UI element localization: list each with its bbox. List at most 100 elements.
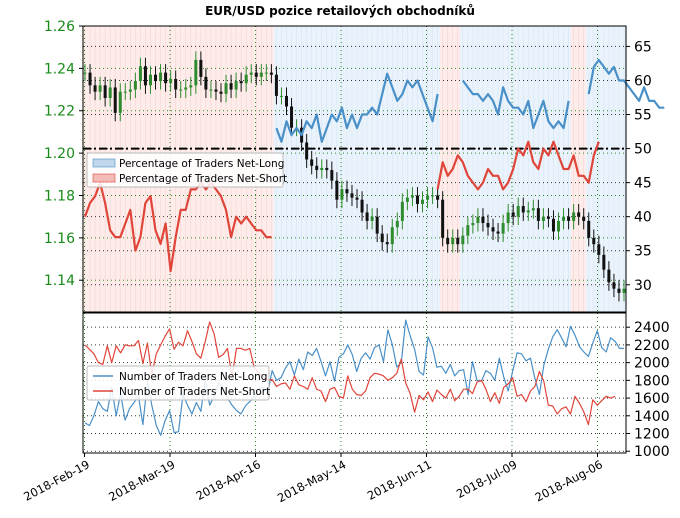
candle-body bbox=[340, 189, 344, 200]
candle-body bbox=[612, 282, 616, 289]
date-label: 2018-Mar-19 bbox=[106, 457, 177, 504]
candle-body bbox=[511, 212, 515, 217]
candle-body bbox=[426, 195, 430, 200]
candle-body bbox=[98, 85, 102, 92]
legend-swatch bbox=[92, 158, 116, 168]
candle-body bbox=[521, 206, 525, 213]
candle-body bbox=[355, 197, 359, 200]
right-axis-label: 45 bbox=[634, 176, 652, 192]
candle-body bbox=[310, 159, 314, 166]
bottom-legend: Number of Traders Net-Long Number of Trad… bbox=[86, 365, 270, 401]
candle-body bbox=[103, 85, 107, 99]
candle-body bbox=[209, 89, 213, 91]
candle-body bbox=[254, 72, 258, 77]
candle-body bbox=[380, 233, 384, 243]
net-short-count-series-line bbox=[84, 321, 616, 426]
candle-body bbox=[290, 106, 294, 128]
candle-body bbox=[395, 220, 399, 228]
candle-body bbox=[108, 87, 112, 99]
candle-body bbox=[335, 180, 339, 200]
left-axis-label: 1.24 bbox=[44, 61, 75, 77]
candle-body bbox=[320, 167, 324, 171]
candle-body bbox=[572, 212, 576, 221]
right-axis-label: 35 bbox=[634, 244, 652, 260]
candle-body bbox=[461, 235, 465, 245]
left-axis-label: 1.26 bbox=[44, 19, 75, 35]
count-axis-label: 1200 bbox=[634, 427, 670, 443]
left-axis-label: 1.18 bbox=[44, 188, 75, 204]
candle-body bbox=[325, 167, 329, 171]
legend-label: Percentage of Traders Net-Short bbox=[119, 173, 287, 185]
candle-body bbox=[431, 195, 435, 197]
candle-body bbox=[415, 195, 419, 204]
candle-body bbox=[476, 216, 480, 224]
count-axis-label: 1000 bbox=[634, 444, 670, 460]
right-axis-label: 60 bbox=[634, 73, 652, 89]
date-label: 2018-Feb-19 bbox=[21, 457, 92, 503]
candle-body bbox=[279, 95, 283, 97]
right-axis-label: 50 bbox=[634, 142, 652, 158]
count-axis-label: 2200 bbox=[634, 338, 670, 354]
candle-body bbox=[501, 223, 505, 234]
candle-body bbox=[118, 91, 122, 113]
candle-body bbox=[602, 254, 606, 270]
left-axis-label: 1.14 bbox=[44, 273, 75, 289]
right-axis-label: 30 bbox=[634, 278, 652, 294]
left-axis-label: 1.20 bbox=[44, 146, 75, 162]
candle-body bbox=[360, 199, 364, 213]
candle-body bbox=[159, 72, 163, 82]
candle-body bbox=[466, 225, 470, 236]
candle-body bbox=[410, 195, 414, 198]
count-axis-label: 1800 bbox=[634, 373, 670, 389]
candle-body bbox=[138, 66, 142, 82]
candle-body bbox=[516, 206, 520, 217]
candle-body bbox=[567, 216, 571, 221]
candle-body bbox=[436, 195, 440, 200]
net-short-percentage-series-line bbox=[83, 181, 272, 273]
candle-body bbox=[597, 244, 601, 255]
net-long-percentage-series-line bbox=[461, 79, 570, 130]
net-long-percentage-series-line bbox=[275, 72, 439, 143]
candle-body bbox=[189, 85, 193, 88]
candle-body bbox=[486, 223, 490, 228]
candle-body bbox=[481, 216, 485, 224]
top-panel-frame bbox=[82, 25, 627, 313]
candle-body bbox=[562, 216, 566, 221]
date-label: 2018-May-14 bbox=[275, 457, 348, 505]
candle-body bbox=[244, 74, 248, 84]
left-axis-label: 1.16 bbox=[44, 231, 75, 247]
candle-body bbox=[249, 72, 253, 75]
candle-body bbox=[446, 237, 450, 245]
candle-body bbox=[390, 227, 394, 245]
net-long-count-series bbox=[84, 319, 624, 436]
candle-body bbox=[385, 242, 389, 245]
legend-label: Number of Traders Net-Short bbox=[119, 386, 270, 398]
candle-body bbox=[315, 165, 319, 171]
candle-body bbox=[239, 81, 243, 84]
legend-box bbox=[86, 152, 284, 188]
candle-body bbox=[551, 218, 555, 232]
legend-swatch bbox=[92, 173, 116, 183]
candle-body bbox=[259, 72, 263, 77]
candle-body bbox=[350, 193, 354, 198]
candle-body bbox=[622, 288, 626, 293]
candle-body bbox=[471, 223, 475, 226]
right-axis-label: 65 bbox=[634, 39, 652, 55]
chart-title: EUR/USD pozice retailových obchodníků bbox=[205, 4, 475, 18]
candle-body bbox=[274, 74, 278, 96]
candle-body bbox=[169, 78, 173, 84]
candle-body bbox=[506, 212, 510, 224]
candle-body bbox=[229, 83, 233, 90]
candle-body bbox=[541, 216, 545, 221]
candle-body bbox=[269, 72, 273, 75]
candle-body bbox=[174, 78, 178, 90]
candle-body bbox=[88, 72, 92, 86]
candle-body bbox=[164, 72, 168, 84]
candle-body bbox=[421, 199, 425, 204]
candle-body bbox=[194, 59, 198, 86]
candle-body bbox=[224, 83, 228, 94]
net-short-percentage-series-line bbox=[436, 140, 600, 191]
candle-body bbox=[143, 66, 147, 86]
candle-body bbox=[199, 59, 203, 77]
